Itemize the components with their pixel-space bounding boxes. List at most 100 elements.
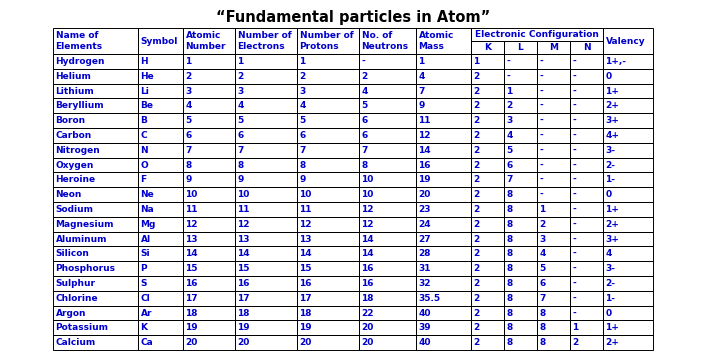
Text: 12: 12 xyxy=(299,220,312,229)
Bar xyxy=(297,158,359,172)
Bar xyxy=(183,54,235,69)
Text: 9: 9 xyxy=(237,175,244,184)
Bar xyxy=(570,41,603,54)
Text: 20: 20 xyxy=(299,338,312,347)
Text: K: K xyxy=(484,43,491,52)
Text: 2: 2 xyxy=(474,220,480,229)
Bar xyxy=(359,217,416,232)
Text: -: - xyxy=(573,86,576,96)
Text: 8: 8 xyxy=(506,294,513,303)
Bar xyxy=(416,306,471,320)
Text: 1-: 1- xyxy=(606,294,616,303)
Bar xyxy=(235,158,297,172)
Text: Atomic
Mass: Atomic Mass xyxy=(419,31,454,51)
Bar xyxy=(359,158,416,172)
Bar xyxy=(235,291,297,306)
Text: 24: 24 xyxy=(419,220,431,229)
Bar xyxy=(471,291,504,306)
Text: 1: 1 xyxy=(186,57,192,66)
Bar xyxy=(603,335,653,350)
Text: 20: 20 xyxy=(361,323,374,332)
Text: 4: 4 xyxy=(419,72,425,81)
Text: -: - xyxy=(573,146,576,155)
Bar xyxy=(53,113,138,128)
Text: 8: 8 xyxy=(506,338,513,347)
Bar xyxy=(504,202,537,217)
Bar xyxy=(416,172,471,187)
Text: 4: 4 xyxy=(606,249,612,258)
Bar xyxy=(183,291,235,306)
Text: 6: 6 xyxy=(539,279,546,288)
Bar xyxy=(416,98,471,113)
Text: -: - xyxy=(539,57,543,66)
Text: 8: 8 xyxy=(506,234,513,244)
Text: 14: 14 xyxy=(237,249,250,258)
Text: Boron: Boron xyxy=(56,116,85,125)
Text: 1+: 1+ xyxy=(606,205,619,214)
Text: 20: 20 xyxy=(186,338,198,347)
Bar xyxy=(235,306,297,320)
Text: 1: 1 xyxy=(573,323,579,332)
Bar xyxy=(297,291,359,306)
Bar xyxy=(570,128,603,143)
Text: 1: 1 xyxy=(237,57,244,66)
Text: 4+: 4+ xyxy=(606,131,619,140)
Bar xyxy=(471,320,504,335)
Text: Si: Si xyxy=(140,249,150,258)
Text: Symbol: Symbol xyxy=(140,36,178,46)
Bar xyxy=(359,232,416,246)
Bar xyxy=(53,54,138,69)
Text: 5: 5 xyxy=(506,146,513,155)
Text: Beryllium: Beryllium xyxy=(56,101,104,110)
Text: 16: 16 xyxy=(419,160,431,170)
Text: Phosphorus: Phosphorus xyxy=(56,264,116,273)
Bar xyxy=(297,246,359,261)
Bar xyxy=(183,113,235,128)
Text: 8: 8 xyxy=(506,264,513,273)
Bar xyxy=(297,306,359,320)
Bar xyxy=(138,98,183,113)
Bar xyxy=(416,113,471,128)
Text: Ne: Ne xyxy=(140,190,154,199)
Text: 4: 4 xyxy=(539,249,546,258)
Text: -: - xyxy=(573,57,576,66)
Bar xyxy=(570,246,603,261)
Bar xyxy=(53,28,138,54)
Bar xyxy=(416,28,471,54)
Bar xyxy=(603,69,653,84)
Text: 2+: 2+ xyxy=(606,220,619,229)
Text: Calcium: Calcium xyxy=(56,338,96,347)
Bar xyxy=(183,158,235,172)
Text: 5: 5 xyxy=(361,101,368,110)
Text: Number of
Electrons: Number of Electrons xyxy=(237,31,292,51)
Bar xyxy=(235,128,297,143)
Text: Sodium: Sodium xyxy=(56,205,93,214)
Bar xyxy=(235,143,297,158)
Bar xyxy=(235,202,297,217)
Text: 8: 8 xyxy=(361,160,368,170)
Bar xyxy=(471,217,504,232)
Bar xyxy=(504,41,537,54)
Text: 40: 40 xyxy=(419,308,431,318)
Bar xyxy=(603,246,653,261)
Text: B: B xyxy=(140,116,148,125)
Text: 2: 2 xyxy=(361,72,368,81)
Text: 8: 8 xyxy=(506,323,513,332)
Bar xyxy=(570,54,603,69)
Text: 7: 7 xyxy=(237,146,244,155)
Text: 13: 13 xyxy=(299,234,312,244)
Bar xyxy=(570,306,603,320)
Bar xyxy=(53,291,138,306)
Bar xyxy=(471,69,504,84)
Text: Na: Na xyxy=(140,205,154,214)
Bar xyxy=(504,128,537,143)
Bar xyxy=(537,98,570,113)
Text: 8: 8 xyxy=(539,323,546,332)
Bar xyxy=(138,28,183,54)
Bar xyxy=(603,54,653,69)
Text: 7: 7 xyxy=(506,175,513,184)
Text: 2+: 2+ xyxy=(606,101,619,110)
Text: Heroine: Heroine xyxy=(56,175,95,184)
Bar xyxy=(183,217,235,232)
Bar xyxy=(297,172,359,187)
